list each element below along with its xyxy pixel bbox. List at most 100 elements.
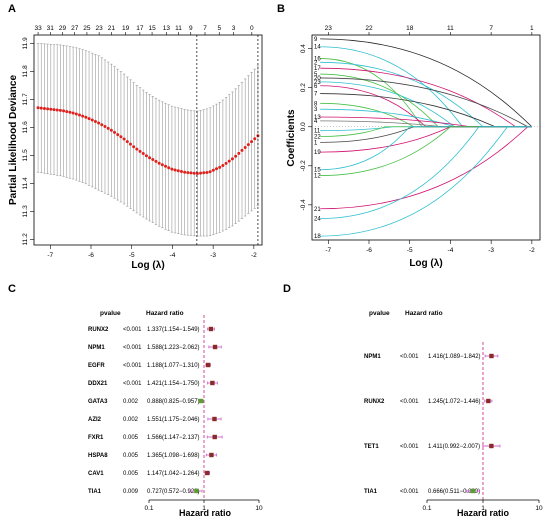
top-tick-label-a: 3: [232, 25, 236, 32]
path-label: 5: [314, 72, 318, 78]
path-label: 17: [314, 66, 321, 72]
hr-tick-label: 0.1: [422, 505, 431, 512]
path-label: 24: [314, 217, 321, 223]
path-label: 18: [314, 234, 321, 240]
coefficient-path: [320, 77, 532, 128]
gene-name: DDX21: [88, 381, 108, 387]
path-label: 11: [314, 129, 321, 135]
hr-point: [198, 398, 204, 404]
deviance-point: [135, 147, 139, 151]
coefficient-path: [320, 38, 533, 128]
path-label: 1: [314, 140, 318, 146]
y-tick-label-a: 11.3: [22, 205, 29, 218]
deviance-point: [164, 164, 168, 168]
top-tick-label-a: 5: [217, 25, 221, 32]
coefficient-path: [320, 61, 532, 128]
deviance-point: [189, 171, 193, 175]
top-tick-label-a: 29: [59, 25, 67, 32]
x-axis-title-a: Log (λ): [131, 260, 164, 271]
deviance-point: [227, 159, 231, 163]
forest-rows-c: RUNX2 <0.001 1.337(1.154−1.549) NPM1 <0.001 1…: [88, 315, 223, 500]
y-tick-label-a: 11.7: [22, 93, 29, 106]
deviance-point: [138, 149, 142, 153]
path-label: 8: [314, 101, 318, 107]
deviance-point: [186, 171, 190, 175]
panel-label-c: C: [8, 283, 16, 295]
deviance-point: [119, 135, 123, 139]
path-label: 7: [314, 92, 318, 98]
hr-cell: 1.551(1.175−2.046): [147, 417, 200, 423]
gene-name: EGFR: [88, 363, 105, 369]
gene-name: RUNX2: [364, 399, 385, 405]
deviance-point: [46, 107, 50, 111]
pvalue-cell: <0.001: [123, 327, 142, 333]
deviance-point: [87, 117, 91, 121]
path-label: 20: [314, 76, 321, 82]
gene-name: TET1: [364, 444, 379, 450]
y-tick-label-a: 11.6: [22, 121, 29, 134]
deviance-point: [84, 115, 88, 119]
hr-point: [208, 326, 214, 332]
deviance-point: [103, 125, 107, 129]
x-tick-label-b: -3: [488, 247, 494, 254]
y-axis-ticks-a: 11.2 11.3 11.4 11.5 11.6 11.7 11.8 11.9: [22, 37, 34, 245]
hr-point: [205, 362, 211, 368]
pvalue-cell: <0.001: [400, 354, 419, 360]
pvalue-header-c: pvalue: [100, 310, 121, 317]
x-axis-title-d: Hazard ratio: [457, 508, 510, 518]
gene-name: TIA1: [88, 489, 102, 495]
deviance-point: [122, 137, 126, 141]
deviance-point: [154, 159, 158, 163]
deviance-point: [243, 145, 247, 149]
gene-name: FXR1: [88, 435, 104, 441]
hr-point: [209, 452, 214, 458]
deviance-point: [132, 145, 136, 149]
hr-tick-label: 0.1: [144, 505, 153, 512]
hr-tick-label: 1: [202, 505, 206, 512]
pvalue-cell: <0.001: [400, 444, 419, 450]
y-tick-label-a: 11.8: [22, 65, 29, 78]
deviance-point: [58, 108, 62, 112]
hr-point: [212, 434, 217, 440]
error-bars-a: [36, 43, 260, 237]
deviance-point: [113, 130, 117, 134]
hr-tick-label: 10: [255, 505, 263, 512]
hr-point: [194, 488, 199, 494]
deviance-point: [199, 171, 203, 175]
hr-cell: 1.416(1.089−1.842): [428, 354, 481, 360]
y-tick-label-a: 11.5: [22, 149, 29, 162]
hr-point: [210, 380, 215, 386]
top-axis-a: 33 31 29 27 25 23 21 19 17 15 13 11 9 7 5 3 0: [34, 25, 254, 35]
deviance-point: [253, 137, 257, 141]
x-tick-label-b: -2: [529, 247, 535, 254]
coefficient-path: [320, 58, 532, 128]
deviance-point: [71, 111, 75, 115]
coefficient-path: [320, 108, 532, 128]
deviance-point: [211, 168, 215, 172]
gene-name: CAV1: [88, 471, 104, 477]
cv-deviance-plot: 33 31 29 27 25 23 21 19 17 15 13 11 9 7 5 3 0 -7 -6 -5 -4 -3…: [8, 25, 263, 271]
deviance-point: [128, 142, 132, 146]
pvalue-cell: <0.001: [123, 381, 142, 387]
x-tick-label-a: -6: [88, 252, 94, 259]
deviance-point: [97, 121, 101, 125]
forest-rows-d: NPM1 <0.001 1.416(1.089−1.842) RUNX2 <0.001 1…: [364, 342, 501, 500]
hr-cell: 0.888(0.825−0.957): [147, 399, 200, 405]
x-axis-title-c: Hazard ratio: [179, 508, 232, 518]
y-tick-label-a: 11.9: [22, 37, 29, 50]
y-tick-label-b: -0.2: [300, 160, 307, 172]
hr-cell: 1.365(1.098−1.698): [147, 453, 200, 459]
x-tick-label-a: -4: [170, 252, 176, 259]
top-tick-label-b: 7: [489, 25, 493, 32]
gene-name: HSPA8: [88, 453, 108, 459]
x-tick-label-b: -5: [407, 247, 413, 254]
hr-axis-c: 0.1 1 10: [144, 499, 263, 512]
coefficient-path: [320, 126, 532, 219]
x-tick-label-b: -7: [325, 247, 331, 254]
y-tick-label-b: -0.4: [300, 199, 307, 211]
pvalue-cell: 0.005: [123, 453, 139, 459]
top-tick-label-b: 22: [365, 25, 373, 32]
path-label: 14: [314, 45, 321, 51]
top-tick-label-a: 0: [250, 25, 254, 32]
